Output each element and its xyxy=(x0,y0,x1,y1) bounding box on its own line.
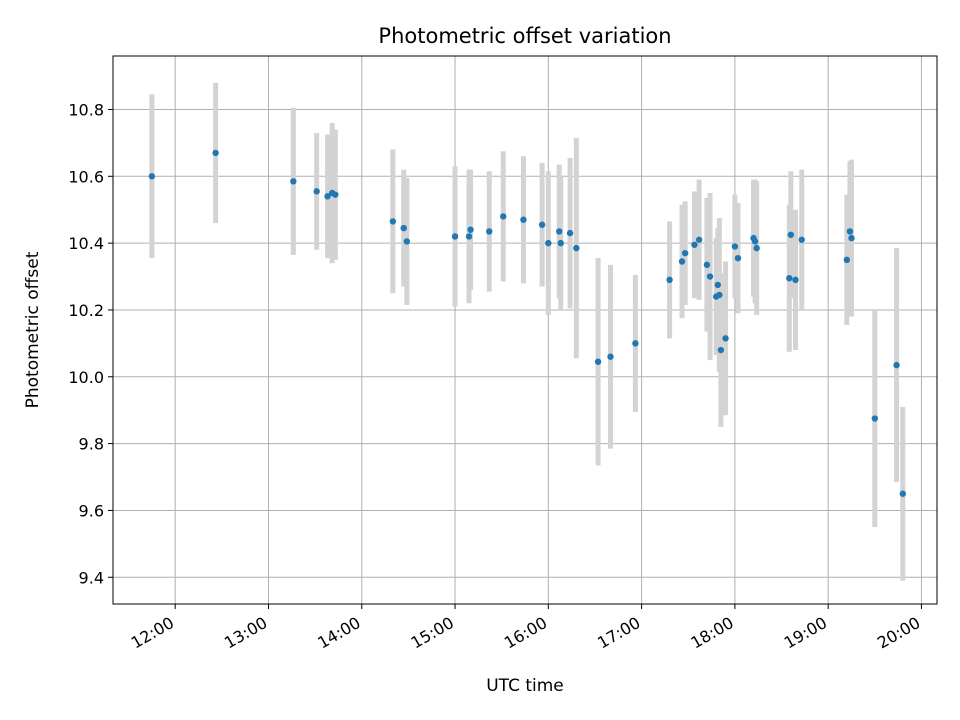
x-axis-label: UTC time xyxy=(486,676,564,696)
data-point xyxy=(212,149,219,157)
y-axis-ticks: 9.4 9.6 9.8 10.0 10.2 10.4 10.6 10.8 xyxy=(68,100,113,587)
data-point xyxy=(632,340,639,347)
data-point xyxy=(678,258,686,265)
data-point xyxy=(538,221,546,228)
chart-title: Photometric offset variation xyxy=(378,24,671,48)
data-point xyxy=(556,228,563,235)
data-point xyxy=(899,490,906,497)
data-point xyxy=(846,228,854,235)
data-point xyxy=(716,291,723,299)
y-tick-label: 10.6 xyxy=(68,167,104,186)
data-point xyxy=(681,249,689,257)
data-point xyxy=(465,233,473,240)
data-point xyxy=(871,415,879,422)
data-point xyxy=(695,236,703,243)
data-point xyxy=(666,276,673,284)
data-point xyxy=(148,173,156,180)
data-point xyxy=(566,229,574,237)
y-tick-label: 10.4 xyxy=(68,234,104,253)
data-point xyxy=(573,244,580,252)
data-point xyxy=(717,346,725,354)
data-point xyxy=(557,239,564,247)
data-point xyxy=(313,188,320,195)
y-tick-label: 9.8 xyxy=(79,435,104,454)
data-point xyxy=(467,226,474,233)
data-point xyxy=(451,233,459,240)
data-point xyxy=(545,239,552,247)
y-axis-label: Photometric offset xyxy=(23,251,43,408)
plot-frame xyxy=(112,55,938,605)
data-point xyxy=(389,218,397,225)
data-point xyxy=(843,256,851,264)
data-point xyxy=(486,228,493,235)
data-point xyxy=(731,243,739,250)
data-point xyxy=(893,361,900,369)
data-point xyxy=(500,213,507,220)
data-point xyxy=(703,261,711,269)
data-point xyxy=(400,224,407,232)
data-point xyxy=(734,254,742,262)
data-point xyxy=(792,276,799,284)
data-point xyxy=(332,191,339,198)
data-point xyxy=(722,335,729,342)
data-point xyxy=(751,238,759,245)
data-point xyxy=(594,358,602,365)
data-point xyxy=(324,193,331,200)
data-point xyxy=(848,234,855,242)
data-point xyxy=(706,273,714,280)
data-point xyxy=(290,178,297,185)
data-points xyxy=(148,149,906,497)
data-point xyxy=(714,281,721,289)
data-point xyxy=(787,231,795,238)
data-point xyxy=(520,216,527,223)
y-tick-label: 10.0 xyxy=(68,368,104,387)
y-tick-label: 9.6 xyxy=(79,501,104,520)
data-point xyxy=(786,275,793,282)
data-point xyxy=(691,241,698,248)
y-tick-label: 9.4 xyxy=(79,568,104,587)
data-point xyxy=(403,238,411,245)
data-point xyxy=(607,353,614,360)
data-point xyxy=(753,244,760,252)
data-point xyxy=(798,236,805,243)
y-tick-label: 10.8 xyxy=(68,100,104,119)
y-tick-label: 10.2 xyxy=(68,301,104,320)
